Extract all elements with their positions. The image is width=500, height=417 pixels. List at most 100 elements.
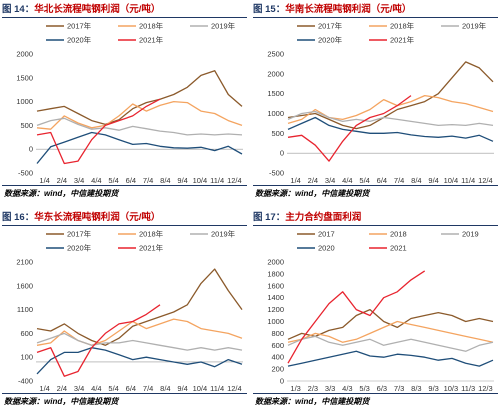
legend-label: 2019 xyxy=(462,230,479,239)
y-tick-label: 2100 xyxy=(16,258,33,267)
x-tick-label: 4/3 xyxy=(342,384,352,393)
x-tick-label: 1/3 xyxy=(290,384,300,393)
legend-label: 2020 xyxy=(318,244,335,253)
x-tick-label: 8/4 xyxy=(411,176,421,185)
x-tick-label: 5/3 xyxy=(359,384,369,393)
chart-heading: 图 14：华北长流程吨钢利润（元/吨） xyxy=(2,2,160,17)
x-tick-label: 3/3 xyxy=(325,384,335,393)
x-tick-label: 6/4 xyxy=(377,176,387,185)
x-tick-label: 6/4 xyxy=(126,176,136,185)
legend-item: 2019年 xyxy=(190,21,236,31)
series-line xyxy=(36,100,243,130)
series-line xyxy=(287,61,494,130)
chart-panel-1: 图 14：华北长流程吨钢利润（元/吨） 2017年 2018年 2019年 2020年… xyxy=(2,2,247,207)
y-tick-label: 1000 xyxy=(16,97,33,106)
x-tick-label: 9/4 xyxy=(177,384,187,393)
legend-item: 2021 xyxy=(369,244,407,253)
legend-label: 2018年 xyxy=(139,21,164,31)
series-line xyxy=(287,320,494,343)
series-line xyxy=(287,335,494,352)
chart-heading: 图 17：主力合约盘面利润 xyxy=(253,210,361,225)
legend-item: 2021年 xyxy=(118,243,164,253)
x-tick-label: 8/4 xyxy=(160,384,170,393)
legend-item: 2020年 xyxy=(297,35,343,45)
y-tick-label: 200 xyxy=(271,365,284,374)
y-tick-label: 0 xyxy=(29,145,33,154)
x-tick-label: 8/3 xyxy=(411,384,421,393)
chart-heading: 图 15：华南长流程吨钢利润（元/吨） xyxy=(253,2,411,17)
x-tick-label: 7/4 xyxy=(394,176,404,185)
y-tick-label: 100 xyxy=(20,353,33,362)
x-tick-label: 12/3 xyxy=(478,384,493,393)
y-tick-label: 800 xyxy=(271,329,284,338)
x-tick-label: 5/4 xyxy=(108,176,118,185)
legend-item: 2019年 xyxy=(190,229,236,239)
title-rule xyxy=(253,225,498,226)
y-tick-label: 1000 xyxy=(267,317,284,326)
source-note: 数据来源：wind，中信建投期货 xyxy=(255,189,370,198)
legend-label: 2020年 xyxy=(67,243,92,253)
source-rule xyxy=(253,393,498,394)
legend-item: 2017年 xyxy=(46,21,92,31)
x-tick-label: 12/4 xyxy=(227,384,242,393)
legend-label: 2020年 xyxy=(67,35,92,45)
legend-item: 2018 xyxy=(369,230,407,239)
series-line xyxy=(36,98,161,165)
legend-item: 2017年 xyxy=(46,229,92,239)
x-tick-label: 11/3 xyxy=(461,384,475,393)
series-line xyxy=(287,95,412,162)
legend-item: 2021年 xyxy=(118,35,164,45)
x-tick-label: 11/4 xyxy=(461,176,475,185)
y-tick-label: 500 xyxy=(20,121,33,130)
line-chart: 2017年 2018年 2019年 2020年 2021年 -500 0 500 1000 150… xyxy=(16,21,243,185)
legend-item: 2021年 xyxy=(369,35,415,45)
x-tick-label: 1/4 xyxy=(39,176,49,185)
y-tick-label: 0 xyxy=(280,149,284,158)
series-line xyxy=(36,304,161,377)
x-tick-label: 4/4 xyxy=(342,176,352,185)
legend-label: 2019年 xyxy=(462,21,487,31)
source-rule xyxy=(2,393,247,394)
chart-title: 主力合约盘面利润 xyxy=(285,212,362,223)
legend-item: 2019 xyxy=(441,230,479,239)
source-note: 数据来源：wind，中信建投期货 xyxy=(4,397,119,406)
source-rule xyxy=(253,185,498,186)
x-tick-label: 4/4 xyxy=(91,176,101,185)
chart-title: 华南长流程吨钢利润（元/吨） xyxy=(285,4,412,15)
figure-number: 图 15： xyxy=(253,4,286,15)
legend-label: 2021年 xyxy=(139,243,164,253)
x-tick-label: 2/3 xyxy=(308,384,318,393)
source-note: 数据来源：wind，中信建投期货 xyxy=(4,189,119,198)
series-line xyxy=(287,116,494,142)
y-tick-label: 600 xyxy=(271,341,284,350)
x-tick-label: 10/4 xyxy=(444,176,459,185)
x-tick-label: 9/3 xyxy=(428,384,438,393)
x-tick-label: 7/4 xyxy=(143,384,153,393)
legend-item: 2018年 xyxy=(369,21,415,31)
x-tick-label: 6/3 xyxy=(377,384,387,393)
y-tick-label: -500 xyxy=(18,169,33,178)
y-tick-label: 1400 xyxy=(267,293,284,302)
title-rule xyxy=(253,17,498,18)
x-tick-label: 10/3 xyxy=(444,384,459,393)
legend-item: 2018年 xyxy=(118,21,164,31)
y-tick-label: 500 xyxy=(271,129,284,138)
legend-item: 2017年 xyxy=(297,21,343,31)
x-tick-label: 10/4 xyxy=(193,384,208,393)
x-tick-label: 4/4 xyxy=(91,384,101,393)
y-tick-label: 1600 xyxy=(16,281,33,290)
chart-heading: 图 16：华东长流程吨钢利润（元/吨） xyxy=(2,210,160,225)
series-line xyxy=(36,70,243,126)
x-tick-label: 7/4 xyxy=(143,176,153,185)
y-tick-label: 2000 xyxy=(16,50,33,59)
series-line xyxy=(287,110,494,127)
x-tick-label: 9/4 xyxy=(177,176,187,185)
series-line xyxy=(36,268,243,346)
x-tick-label: 2/4 xyxy=(57,384,67,393)
series-line xyxy=(36,117,243,136)
legend-label: 2021年 xyxy=(139,35,164,45)
y-tick-label: 1000 xyxy=(267,109,284,118)
legend-item: 2020 xyxy=(297,244,335,253)
series-line xyxy=(287,94,494,125)
legend-label: 2021年 xyxy=(390,35,415,45)
